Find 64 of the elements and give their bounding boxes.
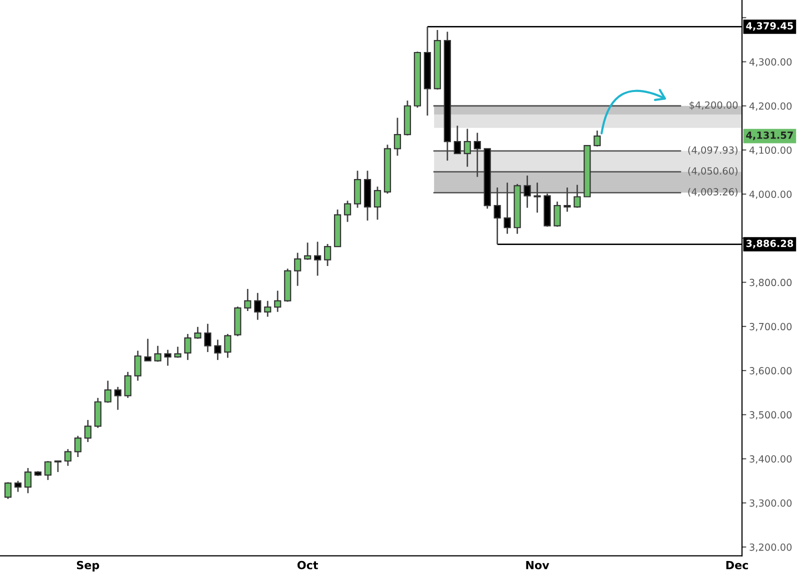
y-tick-label: 3,600.00 [750, 367, 792, 376]
candlestick [244, 288, 252, 312]
ref-line-label: 4,379.45 [746, 22, 794, 31]
candlestick [574, 184, 581, 208]
y-tick-label: 3,800.00 [750, 278, 792, 288]
ref-line-label: (4,003.26) [688, 188, 738, 197]
candlestick [64, 448, 72, 467]
candlestick [394, 117, 402, 156]
candlestick [24, 467, 32, 494]
candlestick [464, 128, 471, 168]
candlestick [44, 460, 52, 481]
candlestick [264, 300, 272, 318]
candlestick [224, 333, 232, 358]
y-tick-label: 4,000.00 [749, 190, 792, 199]
ref-line-label: (4,097.93) [688, 146, 738, 155]
candlestick [274, 290, 282, 313]
candlestick [314, 241, 322, 276]
candlestick [214, 338, 222, 361]
candlestick [134, 350, 142, 382]
candlestick [374, 186, 382, 220]
candlestick [114, 386, 122, 411]
y-tick-label: 4,300.00 [749, 58, 792, 67]
candlestick [554, 200, 561, 228]
y-tick-label: 3,700.00 [750, 322, 792, 332]
candlestick [4, 481, 12, 500]
x-tick-label: Dec [726, 561, 748, 570]
text: 4,131.57 [746, 132, 793, 140]
x-tick-label: Oct [297, 560, 318, 570]
candlestick [54, 460, 62, 473]
candlestick [74, 435, 82, 458]
candlestick [524, 174, 531, 208]
y-tick-label: 3,500.00 [750, 411, 792, 420]
ref-line-label: 3,886.28 [746, 240, 794, 248]
y-tick-label: 3,300.00 [750, 499, 792, 508]
candlestick [474, 132, 481, 178]
x-tick-label: Nov [526, 561, 550, 570]
candlestick [164, 349, 172, 366]
candlestick [174, 346, 182, 358]
x-tick-label: Sep [76, 560, 100, 572]
candlestick [84, 419, 92, 443]
candlestick [294, 252, 302, 287]
candlestick [534, 182, 541, 214]
candlestick [14, 480, 22, 493]
candlestick [184, 333, 192, 361]
candlestick [124, 371, 132, 399]
candlestick [154, 345, 162, 362]
candlestick [204, 323, 212, 353]
y-tick-label: 3,400.00 [750, 455, 792, 464]
candlestick [144, 338, 152, 362]
candlestick [254, 292, 262, 321]
y-tick-label: 4,100.00 [749, 146, 792, 155]
candlestick [564, 186, 571, 212]
candlestick [344, 200, 352, 223]
candlestick [504, 182, 511, 234]
candlestick [594, 130, 601, 148]
ref-line-label: $4,200.00 [690, 101, 738, 110]
candlestick [324, 243, 332, 267]
candlestick [104, 380, 112, 404]
y-tick-label: 4,200.00 [749, 102, 792, 111]
candlestick [304, 242, 312, 261]
y-tick-label: 3,200.00 [750, 543, 792, 552]
candlestick [454, 125, 461, 154]
candlestick [194, 326, 202, 340]
ref-line-label: (4,050.60) [688, 167, 738, 176]
